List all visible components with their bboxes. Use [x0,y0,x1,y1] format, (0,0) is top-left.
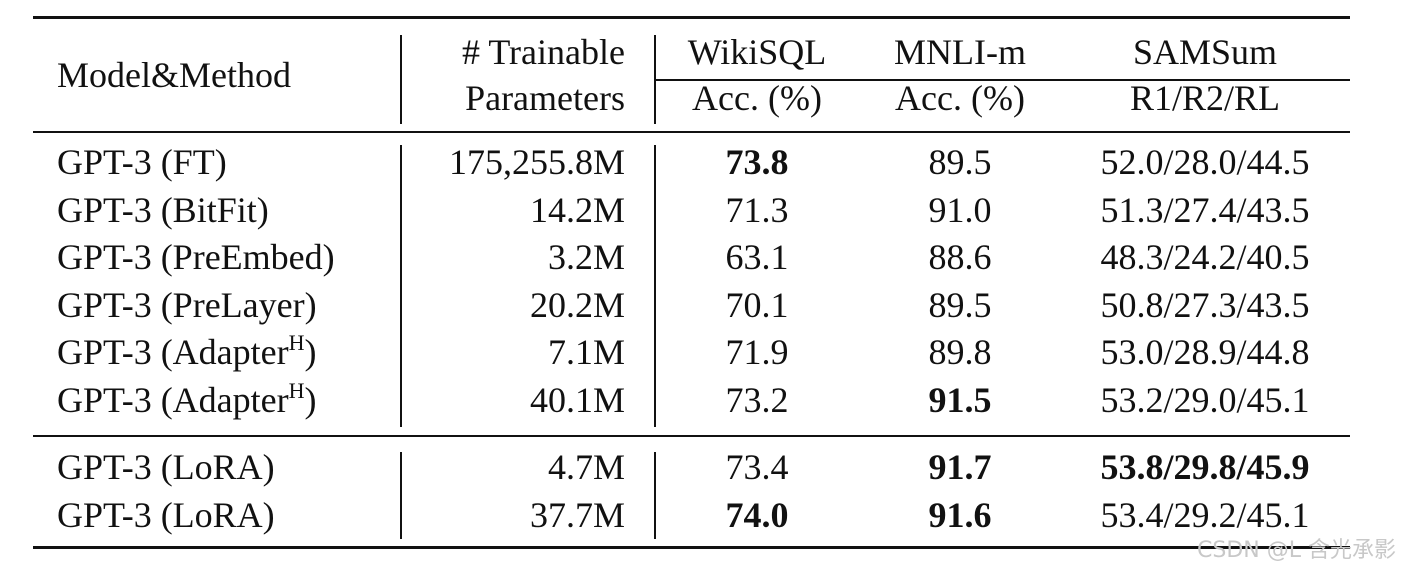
model-name: GPT-3 (LoRA) [57,494,275,535]
header-metric: Acc. (%) [895,78,1025,118]
metric-cell: 73.2 [725,379,789,420]
header-rule [33,131,1350,133]
bottom-rule [33,546,1350,549]
metric-cell: 48.3/24.2/40.5 [1100,237,1310,277]
metric-cell: 53.8/29.8/45.9 [1100,447,1310,487]
metric-cell: 89.5 [928,142,992,182]
params: 3.2M [547,237,625,277]
model-name: GPT-3 (PreEmbed) [57,237,335,277]
metric-cell: 51.3/27.4/43.5 [1100,189,1310,230]
column-divider [654,452,656,539]
header-group: MNLI-m [894,32,1026,72]
watermark: CSDN @L 含光承影 [1197,538,1396,563]
metric-cell: 89.8 [928,332,992,372]
params: 40.1M [529,379,625,420]
metric-cell: 50.8/27.3/43.5 [1100,284,1310,325]
metric-cell: 53.0/28.9/44.8 [1100,332,1310,372]
metric-cell: 91.0 [928,189,992,230]
header-model: Model&Method [57,55,291,95]
model-name: GPT-3 (PreLayer) [57,284,317,325]
params: 7.1M [547,332,625,372]
model-text: ) [304,332,317,372]
metric-cell: 89.5 [928,284,992,325]
model-superscript: H [288,377,305,403]
model-text: ) [304,379,317,420]
metric-cell: 71.9 [725,332,789,372]
params: 20.2M [529,284,625,325]
column-divider [400,35,402,124]
model-text: GPT-3 (Adapter [57,332,289,372]
metric-cell: 63.1 [725,237,789,277]
metric-cell: 53.4/29.2/45.1 [1100,494,1310,535]
metric-cell: 91.7 [928,447,992,487]
model-name: GPT-3 (AdapterH) [57,330,317,373]
metric-cell: 52.0/28.0/44.5 [1100,142,1310,182]
metric-cell: 71.3 [725,189,789,230]
params: 4.7M [547,447,625,487]
metric-cell: 91.5 [928,379,992,420]
params: 175,255.8M [448,142,625,182]
metric-cell: 73.8 [725,142,789,182]
header-params: # Trainable [461,32,625,72]
column-divider [654,35,656,124]
metric-cell: 70.1 [725,284,789,325]
metric-cell: 88.6 [928,237,992,277]
metric-cell: 53.2/29.0/45.1 [1100,379,1310,420]
model-text: GPT-3 (Adapter [57,379,289,420]
model-name: GPT-3 (BitFit) [57,189,269,230]
metric-cell: 73.4 [725,447,789,487]
params: 37.7M [529,494,625,535]
column-divider [400,452,402,539]
model-name: GPT-3 (AdapterH) [57,377,317,420]
model-name: GPT-3 (LoRA) [57,447,275,487]
model-superscript: H [288,330,305,355]
header-group: SAMSum [1132,32,1278,72]
column-divider [400,145,402,427]
header-metric: R1/R2/RL [1129,78,1281,118]
metric-cell: 91.6 [928,494,992,535]
group-rule [655,79,1350,81]
header-metric: Acc. (%) [692,78,822,118]
header-group: WikiSQL [687,32,827,72]
model-name: GPT-3 (FT) [57,142,227,182]
column-divider [654,145,656,427]
header-params: Parameters [465,78,625,118]
top-rule [33,16,1350,19]
metric-cell: 74.0 [725,494,789,535]
section-rule [33,435,1350,437]
params: 14.2M [529,189,625,230]
